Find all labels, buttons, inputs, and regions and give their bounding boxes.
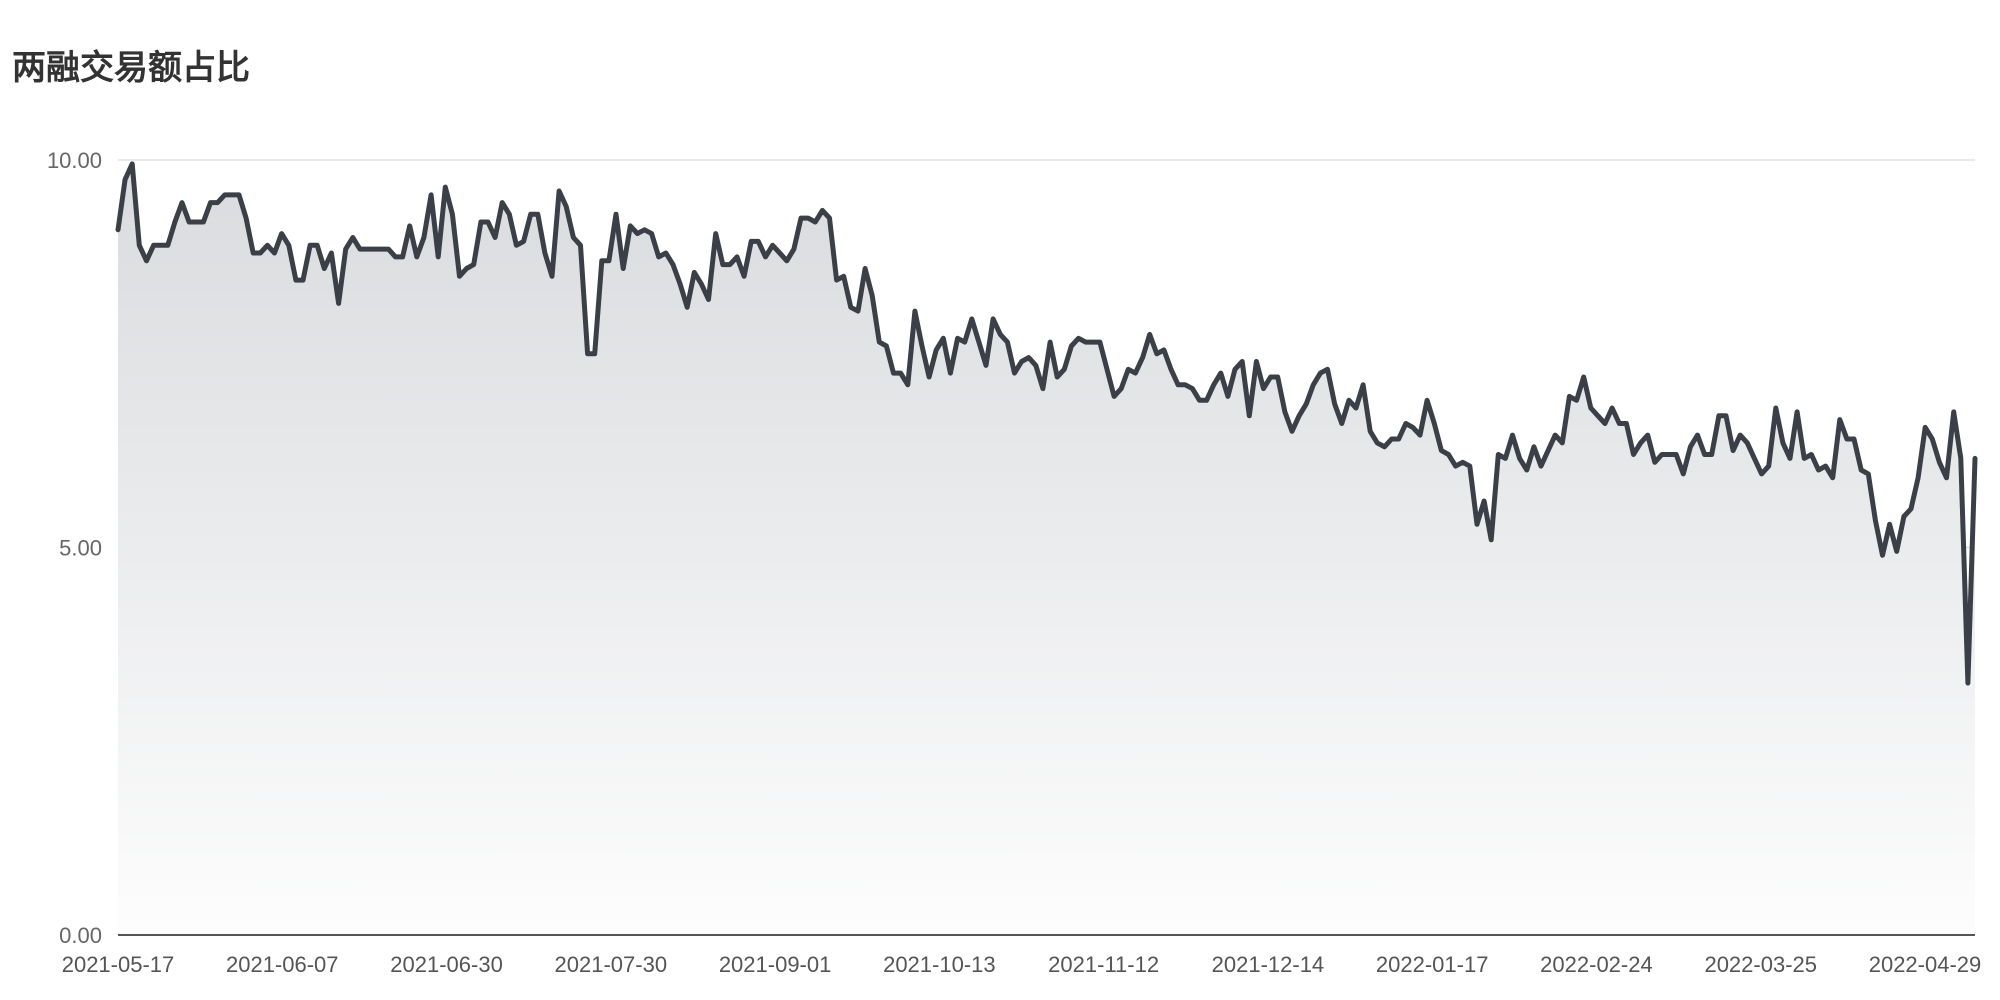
series-line: [115, 161, 1978, 686]
x-tick-label: 2021-06-30: [390, 952, 503, 977]
y-tick-label: 0.00: [59, 923, 102, 948]
x-tick-label: 2021-07-30: [555, 952, 668, 977]
x-tick-label: 2021-10-13: [883, 952, 996, 977]
x-tick-label: 2021-09-01: [719, 952, 832, 977]
x-tick-label: 2022-04-29: [1869, 952, 1982, 977]
x-tick-label: 2021-11-12: [1048, 952, 1159, 977]
x-tick-label: 2021-05-17: [62, 952, 175, 977]
series-area: [118, 163, 1975, 935]
x-tick-label: 2022-03-25: [1704, 952, 1817, 977]
x-tick-label: 2022-02-24: [1540, 952, 1653, 977]
y-tick-label: 10.00: [47, 148, 102, 173]
chart-title: 两融交易额占比: [12, 49, 250, 87]
x-tick-label: 2022-01-17: [1376, 952, 1489, 977]
x-tick-label: 2021-12-14: [1212, 952, 1325, 977]
y-tick-label: 5.00: [59, 536, 102, 561]
x-tick-label: 2021-06-07: [226, 952, 339, 977]
